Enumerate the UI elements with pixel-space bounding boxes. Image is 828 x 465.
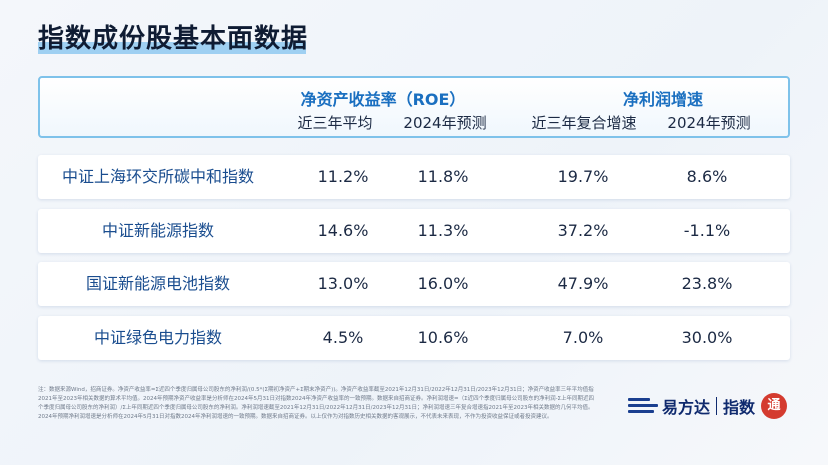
roe-avg-value: 11.2% (317, 167, 369, 186)
footnote: 注：数据来源Wind，招商证券。净资产收益率=Σ近四个季度归属母公司股东的净利润… (38, 387, 595, 420)
table-row: 中证上海环交所碳中和指数 11.2% 11.8% 19.7% 8.6% (38, 155, 790, 199)
brand-product: 指数 (723, 398, 756, 417)
page-title: 指数成份股基本面数据 (38, 24, 309, 54)
brand-mark-icon (628, 396, 658, 416)
roe-2024-value: 10.6% (417, 328, 469, 347)
brand-divider (716, 397, 718, 415)
roe-group-title: 净资产收益率（ROE） (300, 90, 466, 109)
col-np-cagr: 近三年复合增速 (531, 114, 637, 132)
roe-avg-value: 14.6% (317, 221, 369, 240)
index-name: 中证上海环交所碳中和指数 (61, 167, 254, 186)
roe-avg-value: 4.5% (322, 328, 364, 347)
title-highlight (38, 42, 306, 54)
table-row: 国证新能源电池指数 13.0% 16.0% 47.9% 23.8% (38, 262, 790, 306)
roe-2024-value: 11.3% (417, 221, 469, 240)
index-name: 中证新能源指数 (101, 221, 214, 240)
index-name: 中证绿色电力指数 (93, 328, 222, 347)
table-header: 净资产收益率（ROE） 净利润增速 近三年平均 2024年预测 近三年复合增速 … (38, 76, 790, 138)
roe-2024-value: 16.0% (417, 274, 469, 293)
roe-2024-value: 11.8% (417, 167, 469, 186)
title-block: 指数成份股基本面数据 (38, 18, 308, 55)
brand-logo: 易方达 指数 通 (628, 392, 788, 420)
np-2024-value: 23.8% (681, 274, 733, 293)
np-2024-value: 8.6% (686, 167, 728, 186)
np-2024-value: -1.1% (683, 221, 731, 240)
np-2024-value: 30.0% (681, 328, 733, 347)
brand-name: 易方达 (662, 398, 711, 417)
index-name: 国证新能源电池指数 (85, 274, 230, 293)
table-row: 中证新能源指数 14.6% 11.3% 37.2% -1.1% (38, 209, 790, 253)
np-cagr-value: 19.7% (557, 167, 609, 186)
brand-seal-icon: 通 (761, 393, 788, 419)
np-cagr-value: 47.9% (557, 274, 609, 293)
np-cagr-value: 7.0% (562, 328, 604, 347)
profit-group-title: 净利润增速 (622, 90, 703, 109)
roe-avg-value: 13.0% (317, 274, 369, 293)
col-roe-avg: 近三年平均 (297, 114, 373, 132)
col-roe-2024: 2024年预测 (403, 114, 487, 132)
col-np-2024: 2024年预测 (667, 114, 751, 132)
table-row: 中证绿色电力指数 4.5% 10.6% 7.0% 30.0% (38, 316, 790, 360)
np-cagr-value: 37.2% (557, 221, 609, 240)
